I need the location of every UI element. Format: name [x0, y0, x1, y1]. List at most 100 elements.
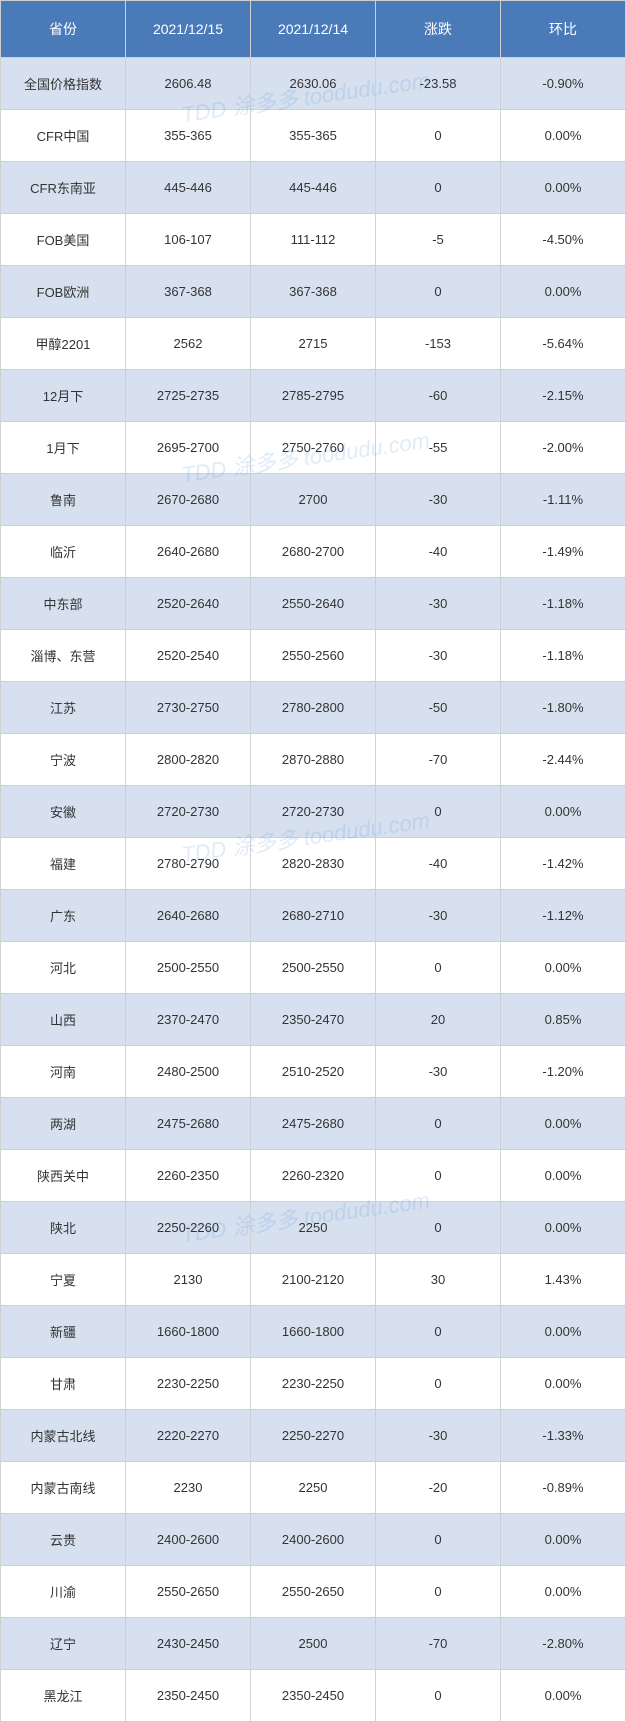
table-row: 安徽2720-27302720-273000.00%	[1, 786, 626, 838]
table-row: 淄博、东营2520-25402550-2560-30-1.18%	[1, 630, 626, 682]
cell-change: 0	[376, 1098, 501, 1150]
cell-d14: 2475-2680	[251, 1098, 376, 1150]
table-row: 全国价格指数2606.482630.06-23.58-0.90%	[1, 58, 626, 110]
cell-province: 内蒙古北线	[1, 1410, 126, 1462]
table-row: 甘肃2230-22502230-225000.00%	[1, 1358, 626, 1410]
cell-province: CFR中国	[1, 110, 126, 162]
cell-province: 安徽	[1, 786, 126, 838]
cell-change: 0	[376, 266, 501, 318]
cell-change: -20	[376, 1462, 501, 1514]
cell-province: 淄博、东营	[1, 630, 126, 682]
cell-province: 12月下	[1, 370, 126, 422]
cell-d15: 2430-2450	[126, 1618, 251, 1670]
cell-d14: 2715	[251, 318, 376, 370]
cell-d15: 2370-2470	[126, 994, 251, 1046]
cell-d14: 2500	[251, 1618, 376, 1670]
cell-province: 山西	[1, 994, 126, 1046]
cell-percent: -1.18%	[501, 630, 626, 682]
cell-province: 甲醇2201	[1, 318, 126, 370]
cell-province: 广东	[1, 890, 126, 942]
cell-change: -30	[376, 1410, 501, 1462]
cell-d15: 1660-1800	[126, 1306, 251, 1358]
cell-d14: 1660-1800	[251, 1306, 376, 1358]
cell-change: -70	[376, 1618, 501, 1670]
cell-change: 0	[376, 1306, 501, 1358]
cell-percent: -0.89%	[501, 1462, 626, 1514]
cell-change: 0	[376, 1514, 501, 1566]
cell-percent: 0.00%	[501, 1306, 626, 1358]
cell-province: 陕北	[1, 1202, 126, 1254]
table-row: 广东2640-26802680-2710-30-1.12%	[1, 890, 626, 942]
cell-d15: 2480-2500	[126, 1046, 251, 1098]
cell-d14: 2630.06	[251, 58, 376, 110]
cell-change: -55	[376, 422, 501, 474]
cell-province: 宁波	[1, 734, 126, 786]
cell-d14: 2680-2710	[251, 890, 376, 942]
cell-d15: 2520-2540	[126, 630, 251, 682]
cell-percent: -1.18%	[501, 578, 626, 630]
cell-percent: -2.44%	[501, 734, 626, 786]
cell-province: 中东部	[1, 578, 126, 630]
cell-d15: 2670-2680	[126, 474, 251, 526]
cell-province: 1月下	[1, 422, 126, 474]
cell-d15: 2800-2820	[126, 734, 251, 786]
table-row: 鲁南2670-26802700-30-1.11%	[1, 474, 626, 526]
cell-percent: -5.64%	[501, 318, 626, 370]
cell-province: 临沂	[1, 526, 126, 578]
table-row: 内蒙古北线2220-22702250-2270-30-1.33%	[1, 1410, 626, 1462]
cell-d15: 2260-2350	[126, 1150, 251, 1202]
cell-d15: 2350-2450	[126, 1670, 251, 1722]
cell-d14: 2720-2730	[251, 786, 376, 838]
cell-d15: 2606.48	[126, 58, 251, 110]
cell-percent: 0.00%	[501, 266, 626, 318]
table-row: 新疆1660-18001660-180000.00%	[1, 1306, 626, 1358]
cell-d15: 106-107	[126, 214, 251, 266]
cell-d15: 445-446	[126, 162, 251, 214]
cell-change: -30	[376, 1046, 501, 1098]
cell-d15: 2475-2680	[126, 1098, 251, 1150]
cell-change: -153	[376, 318, 501, 370]
header-date-14: 2021/12/14	[251, 1, 376, 58]
cell-percent: -4.50%	[501, 214, 626, 266]
cell-percent: 0.00%	[501, 1670, 626, 1722]
cell-province: 宁夏	[1, 1254, 126, 1306]
cell-change: 0	[376, 162, 501, 214]
table-row: 福建2780-27902820-2830-40-1.42%	[1, 838, 626, 890]
cell-change: -30	[376, 630, 501, 682]
table-row: 两湖2475-26802475-268000.00%	[1, 1098, 626, 1150]
cell-province: 江苏	[1, 682, 126, 734]
cell-percent: 0.85%	[501, 994, 626, 1046]
cell-province: CFR东南亚	[1, 162, 126, 214]
cell-d15: 2220-2270	[126, 1410, 251, 1462]
cell-d14: 2260-2320	[251, 1150, 376, 1202]
cell-d15: 2500-2550	[126, 942, 251, 994]
cell-d15: 2695-2700	[126, 422, 251, 474]
table-row: 中东部2520-26402550-2640-30-1.18%	[1, 578, 626, 630]
header-date-15: 2021/12/15	[126, 1, 251, 58]
cell-province: 全国价格指数	[1, 58, 126, 110]
cell-percent: -2.15%	[501, 370, 626, 422]
cell-d14: 2400-2600	[251, 1514, 376, 1566]
cell-province: 川渝	[1, 1566, 126, 1618]
cell-province: 陕西关中	[1, 1150, 126, 1202]
cell-d15: 2230	[126, 1462, 251, 1514]
cell-change: -30	[376, 578, 501, 630]
cell-d15: 2562	[126, 318, 251, 370]
cell-change: 30	[376, 1254, 501, 1306]
cell-d14: 111-112	[251, 214, 376, 266]
cell-d14: 2500-2550	[251, 942, 376, 994]
cell-change: -50	[376, 682, 501, 734]
cell-percent: -1.11%	[501, 474, 626, 526]
table-header-row: 省份 2021/12/15 2021/12/14 涨跌 环比	[1, 1, 626, 58]
cell-d14: 2750-2760	[251, 422, 376, 474]
cell-change: 20	[376, 994, 501, 1046]
price-table: 省份 2021/12/15 2021/12/14 涨跌 环比 全国价格指数260…	[0, 0, 626, 1722]
cell-percent: -2.80%	[501, 1618, 626, 1670]
cell-d15: 2730-2750	[126, 682, 251, 734]
cell-d14: 367-368	[251, 266, 376, 318]
cell-change: -40	[376, 526, 501, 578]
cell-percent: -1.42%	[501, 838, 626, 890]
cell-percent: 0.00%	[501, 1358, 626, 1410]
cell-d15: 2640-2680	[126, 526, 251, 578]
cell-percent: 0.00%	[501, 1150, 626, 1202]
